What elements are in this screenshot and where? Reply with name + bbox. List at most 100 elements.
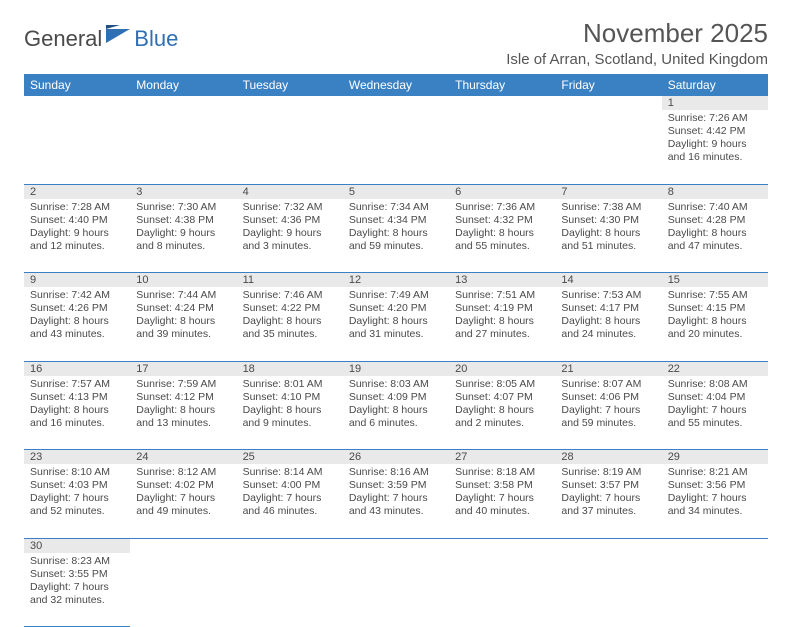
day-details: Sunrise: 7:44 AMSunset: 4:24 PMDaylight:…: [130, 287, 236, 346]
day-details: Sunrise: 7:46 AMSunset: 4:22 PMDaylight:…: [237, 287, 343, 346]
day-details: Sunrise: 7:28 AMSunset: 4:40 PMDaylight:…: [24, 199, 130, 258]
day-details: Sunrise: 8:12 AMSunset: 4:02 PMDaylight:…: [130, 464, 236, 523]
day-cell: Sunrise: 8:14 AMSunset: 4:00 PMDaylight:…: [237, 464, 343, 538]
day-number-cell: 8: [662, 184, 768, 199]
col-friday: Friday: [555, 74, 661, 96]
week-row: Sunrise: 8:10 AMSunset: 4:03 PMDaylight:…: [24, 464, 768, 538]
daynum-row: 23242526272829: [24, 450, 768, 465]
day-number-cell: 18: [237, 361, 343, 376]
day-cell: Sunrise: 7:49 AMSunset: 4:20 PMDaylight:…: [343, 287, 449, 361]
day-cell: [237, 553, 343, 627]
day-number-cell: 28: [555, 450, 661, 465]
day-cell: [130, 110, 236, 184]
day-cell: Sunrise: 7:30 AMSunset: 4:38 PMDaylight:…: [130, 199, 236, 273]
day-number-cell: [130, 538, 236, 553]
day-details: Sunrise: 7:34 AMSunset: 4:34 PMDaylight:…: [343, 199, 449, 258]
day-cell: [449, 110, 555, 184]
day-cell: Sunrise: 7:32 AMSunset: 4:36 PMDaylight:…: [237, 199, 343, 273]
flag-icon: [106, 25, 132, 43]
day-number-cell: 22: [662, 361, 768, 376]
day-details: Sunrise: 8:14 AMSunset: 4:00 PMDaylight:…: [237, 464, 343, 523]
day-cell: Sunrise: 8:01 AMSunset: 4:10 PMDaylight:…: [237, 376, 343, 450]
logo-text-general: General: [24, 26, 102, 52]
col-thursday: Thursday: [449, 74, 555, 96]
daynum-row: 2345678: [24, 184, 768, 199]
day-number-cell: 4: [237, 184, 343, 199]
day-number-cell: [555, 96, 661, 110]
day-details: Sunrise: 7:57 AMSunset: 4:13 PMDaylight:…: [24, 376, 130, 435]
day-details: Sunrise: 7:59 AMSunset: 4:12 PMDaylight:…: [130, 376, 236, 435]
day-cell: [662, 553, 768, 627]
title-block: November 2025 Isle of Arran, Scotland, U…: [506, 18, 768, 68]
logo: General Blue: [24, 26, 178, 52]
col-sunday: Sunday: [24, 74, 130, 96]
day-cell: Sunrise: 8:19 AMSunset: 3:57 PMDaylight:…: [555, 464, 661, 538]
day-number-cell: 21: [555, 361, 661, 376]
day-cell: Sunrise: 7:36 AMSunset: 4:32 PMDaylight:…: [449, 199, 555, 273]
week-row: Sunrise: 7:28 AMSunset: 4:40 PMDaylight:…: [24, 199, 768, 273]
day-number-cell: 20: [449, 361, 555, 376]
day-cell: Sunrise: 7:57 AMSunset: 4:13 PMDaylight:…: [24, 376, 130, 450]
day-cell: [555, 110, 661, 184]
day-number-cell: 16: [24, 361, 130, 376]
week-row: Sunrise: 8:23 AMSunset: 3:55 PMDaylight:…: [24, 553, 768, 627]
day-cell: Sunrise: 8:03 AMSunset: 4:09 PMDaylight:…: [343, 376, 449, 450]
day-number-cell: [343, 96, 449, 110]
day-details: Sunrise: 8:16 AMSunset: 3:59 PMDaylight:…: [343, 464, 449, 523]
month-title: November 2025: [506, 18, 768, 49]
day-number-cell: 27: [449, 450, 555, 465]
day-cell: Sunrise: 7:51 AMSunset: 4:19 PMDaylight:…: [449, 287, 555, 361]
day-number-cell: [237, 538, 343, 553]
day-cell: Sunrise: 8:07 AMSunset: 4:06 PMDaylight:…: [555, 376, 661, 450]
day-details: Sunrise: 8:08 AMSunset: 4:04 PMDaylight:…: [662, 376, 768, 435]
day-cell: Sunrise: 7:55 AMSunset: 4:15 PMDaylight:…: [662, 287, 768, 361]
daynum-row: 30: [24, 538, 768, 553]
day-number-cell: 26: [343, 450, 449, 465]
day-cell: Sunrise: 8:08 AMSunset: 4:04 PMDaylight:…: [662, 376, 768, 450]
day-cell: Sunrise: 7:34 AMSunset: 4:34 PMDaylight:…: [343, 199, 449, 273]
col-tuesday: Tuesday: [237, 74, 343, 96]
day-number-cell: 5: [343, 184, 449, 199]
day-cell: Sunrise: 8:18 AMSunset: 3:58 PMDaylight:…: [449, 464, 555, 538]
day-cell: Sunrise: 8:10 AMSunset: 4:03 PMDaylight:…: [24, 464, 130, 538]
day-number-cell: [343, 538, 449, 553]
day-details: Sunrise: 7:42 AMSunset: 4:26 PMDaylight:…: [24, 287, 130, 346]
daynum-row: 9101112131415: [24, 273, 768, 288]
day-details: Sunrise: 8:03 AMSunset: 4:09 PMDaylight:…: [343, 376, 449, 435]
day-details: Sunrise: 8:21 AMSunset: 3:56 PMDaylight:…: [662, 464, 768, 523]
day-details: Sunrise: 8:01 AMSunset: 4:10 PMDaylight:…: [237, 376, 343, 435]
day-details: Sunrise: 7:53 AMSunset: 4:17 PMDaylight:…: [555, 287, 661, 346]
day-number-cell: [662, 538, 768, 553]
day-details: Sunrise: 7:30 AMSunset: 4:38 PMDaylight:…: [130, 199, 236, 258]
day-cell: [343, 553, 449, 627]
day-number-cell: 14: [555, 273, 661, 288]
day-number-cell: 30: [24, 538, 130, 553]
weekday-header-row: Sunday Monday Tuesday Wednesday Thursday…: [24, 74, 768, 96]
day-cell: Sunrise: 8:12 AMSunset: 4:02 PMDaylight:…: [130, 464, 236, 538]
day-details: Sunrise: 7:26 AMSunset: 4:42 PMDaylight:…: [662, 110, 768, 169]
day-cell: Sunrise: 7:28 AMSunset: 4:40 PMDaylight:…: [24, 199, 130, 273]
location-subtitle: Isle of Arran, Scotland, United Kingdom: [506, 51, 768, 68]
day-number-cell: 11: [237, 273, 343, 288]
day-details: Sunrise: 8:19 AMSunset: 3:57 PMDaylight:…: [555, 464, 661, 523]
col-saturday: Saturday: [662, 74, 768, 96]
day-cell: Sunrise: 7:46 AMSunset: 4:22 PMDaylight:…: [237, 287, 343, 361]
logo-text-blue: Blue: [134, 26, 178, 52]
day-number-cell: 9: [24, 273, 130, 288]
day-cell: [449, 553, 555, 627]
day-number-cell: 29: [662, 450, 768, 465]
day-number-cell: 23: [24, 450, 130, 465]
day-number-cell: 10: [130, 273, 236, 288]
day-number-cell: 24: [130, 450, 236, 465]
col-monday: Monday: [130, 74, 236, 96]
day-details: Sunrise: 7:49 AMSunset: 4:20 PMDaylight:…: [343, 287, 449, 346]
day-number-cell: 12: [343, 273, 449, 288]
day-details: Sunrise: 7:51 AMSunset: 4:19 PMDaylight:…: [449, 287, 555, 346]
day-cell: Sunrise: 8:23 AMSunset: 3:55 PMDaylight:…: [24, 553, 130, 627]
day-number-cell: [555, 538, 661, 553]
day-details: Sunrise: 8:07 AMSunset: 4:06 PMDaylight:…: [555, 376, 661, 435]
day-cell: Sunrise: 7:38 AMSunset: 4:30 PMDaylight:…: [555, 199, 661, 273]
day-cell: Sunrise: 8:05 AMSunset: 4:07 PMDaylight:…: [449, 376, 555, 450]
day-cell: Sunrise: 7:53 AMSunset: 4:17 PMDaylight:…: [555, 287, 661, 361]
day-number-cell: 3: [130, 184, 236, 199]
